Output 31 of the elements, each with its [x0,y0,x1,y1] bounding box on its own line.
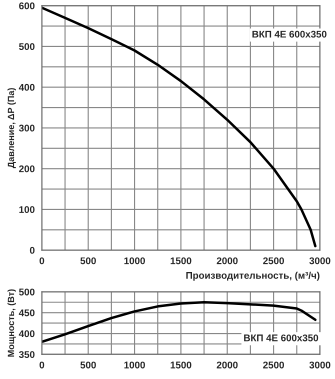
text: ВКП 4Е 600x350 [252,30,326,38]
line-series [42,301,317,344]
x-tick-label: 500 [80,362,96,368]
y-tick-label: 400 [18,330,35,338]
x-axis-title: Производительность, (м³/ч) [186,272,320,281]
x-tick-label: 500 [80,257,96,264]
x-tick-label: 2000 [216,257,238,264]
y-tick-label: 400 [18,84,35,91]
x-tick-label: 2500 [263,362,284,368]
y-tick-label: 450 [18,309,35,316]
y-axis-title: Мощность, (Вт) [8,289,16,357]
y-tick-label: 0 [30,246,35,254]
y-tick-label: 350 [18,351,35,358]
x-tick-label: 0 [40,257,44,264]
y-tick-label: 300 [18,124,35,132]
y-tick-label: 100 [19,206,35,214]
x-tick-label: 3000 [309,257,330,264]
x-tick-label: 2500 [263,257,284,264]
y-tick-label: 500 [19,43,35,50]
y-tick-label: 200 [19,165,35,172]
x-tick-label: 2000 [216,362,238,368]
x-tick-label: 3000 [309,362,330,368]
series-label: ВКП 4Е 600x350 [244,334,318,342]
x-tick-label: 1500 [170,362,192,368]
x-tick-label: 1500 [170,257,192,264]
y-tick-label: 500 [19,288,35,296]
y-axis-title: Давление, ΔP (Па) [8,88,16,168]
x-tick-label: 1000 [124,362,145,368]
y-tick-label: 600 [19,2,35,10]
x-tick-label: 0 [40,362,44,368]
x-tick-label: 1000 [124,257,145,264]
